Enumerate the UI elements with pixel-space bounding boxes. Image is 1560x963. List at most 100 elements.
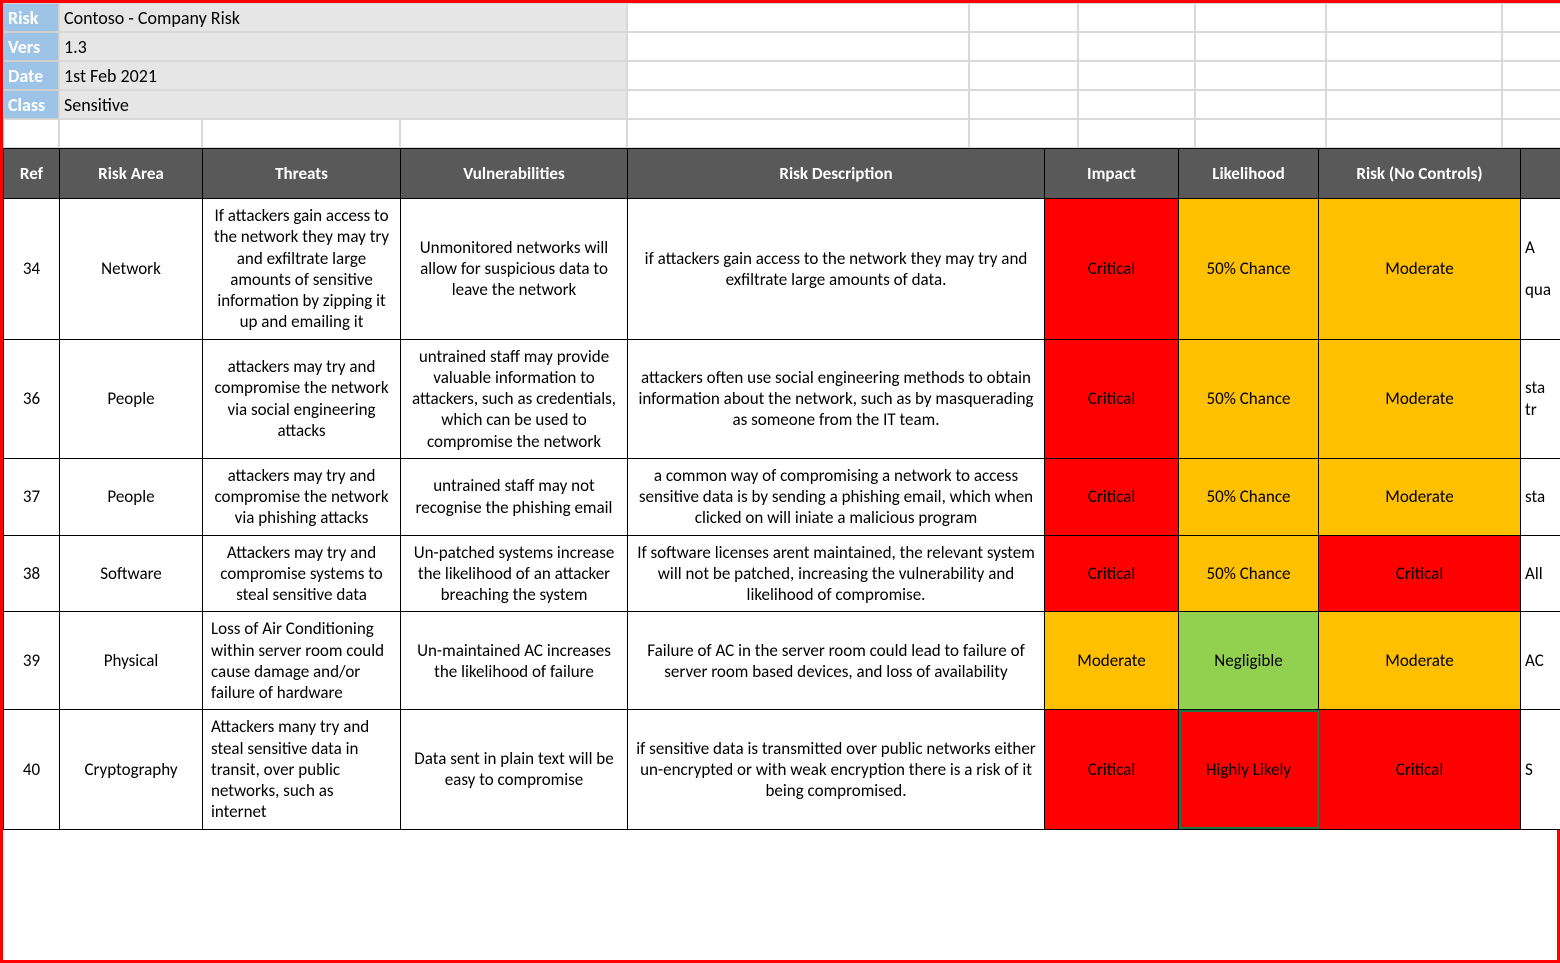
cell-risk-area[interactable]: Network bbox=[60, 199, 203, 340]
cell-tail[interactable]: AC bbox=[1521, 612, 1560, 710]
col-header-likelihood[interactable]: Likelihood bbox=[1179, 149, 1319, 199]
blank-cell[interactable] bbox=[1326, 61, 1502, 90]
meta-value-date[interactable]: 1st Feb 2021 bbox=[59, 61, 627, 90]
cell-impact[interactable]: Moderate bbox=[1045, 612, 1179, 710]
cell-risk-description[interactable]: if sensitive data is transmitted over pu… bbox=[628, 710, 1045, 829]
blank-cell[interactable] bbox=[59, 119, 202, 148]
col-header-risk-description[interactable]: Risk Description bbox=[628, 149, 1045, 199]
cell-vulnerabilities[interactable]: Unmonitored networks will allow for susp… bbox=[401, 199, 628, 340]
blank-cell[interactable] bbox=[1195, 119, 1326, 148]
cell-risk-no-controls[interactable]: Moderate bbox=[1319, 199, 1521, 340]
blank-cell[interactable] bbox=[1502, 3, 1560, 32]
col-header-impact[interactable]: Impact bbox=[1045, 149, 1179, 199]
cell-risk-description[interactable]: Failure of AC in the server room could l… bbox=[628, 612, 1045, 710]
cell-likelihood[interactable]: 50% Chance bbox=[1179, 199, 1319, 340]
cell-risk-description[interactable]: if attackers gain access to the network … bbox=[628, 199, 1045, 340]
cell-likelihood[interactable]: Highly Likely bbox=[1179, 710, 1319, 829]
blank-cell[interactable] bbox=[969, 32, 1078, 61]
blank-cell[interactable] bbox=[1502, 32, 1560, 61]
blank-cell[interactable] bbox=[1326, 3, 1502, 32]
cell-risk-area[interactable]: Software bbox=[60, 535, 203, 612]
blank-cell[interactable] bbox=[1195, 3, 1326, 32]
blank-cell[interactable] bbox=[627, 32, 969, 61]
blank-cell[interactable] bbox=[1502, 90, 1560, 119]
cell-impact[interactable]: Critical bbox=[1045, 458, 1179, 535]
col-header-risk-area[interactable]: Risk Area bbox=[60, 149, 203, 199]
col-header-tail[interactable] bbox=[1521, 149, 1560, 199]
cell-likelihood[interactable]: 50% Chance bbox=[1179, 339, 1319, 458]
cell-risk-area[interactable]: Physical bbox=[60, 612, 203, 710]
cell-risk-area[interactable]: People bbox=[60, 458, 203, 535]
cell-threats[interactable]: If attackers gain access to the network … bbox=[203, 199, 401, 340]
cell-risk-description[interactable]: attackers often use social engineering m… bbox=[628, 339, 1045, 458]
blank-cell[interactable] bbox=[1078, 90, 1195, 119]
cell-vulnerabilities[interactable]: untrained staff may not recognise the ph… bbox=[401, 458, 628, 535]
cell-vulnerabilities[interactable]: Un-patched systems increase the likeliho… bbox=[401, 535, 628, 612]
meta-value-classification[interactable]: Sensitive bbox=[59, 90, 627, 119]
blank-cell[interactable] bbox=[1502, 119, 1560, 148]
col-header-threats[interactable]: Threats bbox=[203, 149, 401, 199]
cell-likelihood[interactable]: 50% Chance bbox=[1179, 535, 1319, 612]
cell-risk-description[interactable]: a common way of compromising a network t… bbox=[628, 458, 1045, 535]
blank-cell[interactable] bbox=[1078, 61, 1195, 90]
blank-cell[interactable] bbox=[400, 119, 627, 148]
blank-cell[interactable] bbox=[969, 90, 1078, 119]
cell-risk-area[interactable]: Cryptography bbox=[60, 710, 203, 829]
blank-cell[interactable] bbox=[627, 90, 969, 119]
blank-cell[interactable] bbox=[1195, 32, 1326, 61]
blank-cell[interactable] bbox=[1502, 61, 1560, 90]
blank-cell[interactable] bbox=[1326, 119, 1502, 148]
cell-ref[interactable]: 34 bbox=[4, 199, 60, 340]
cell-ref[interactable]: 38 bbox=[4, 535, 60, 612]
blank-cell[interactable] bbox=[3, 119, 59, 148]
blank-cell[interactable] bbox=[969, 3, 1078, 32]
col-header-ref[interactable]: Ref bbox=[4, 149, 60, 199]
cell-risk-no-controls[interactable]: Critical bbox=[1319, 710, 1521, 829]
blank-cell[interactable] bbox=[1326, 90, 1502, 119]
blank-cell[interactable] bbox=[969, 119, 1078, 148]
blank-cell[interactable] bbox=[1326, 32, 1502, 61]
blank-cell[interactable] bbox=[969, 61, 1078, 90]
cell-vulnerabilities[interactable]: Un-maintained AC increases the likelihoo… bbox=[401, 612, 628, 710]
cell-threats[interactable]: attackers may try and compromise the net… bbox=[203, 458, 401, 535]
cell-tail[interactable]: sta bbox=[1521, 458, 1560, 535]
cell-likelihood[interactable]: Negligible bbox=[1179, 612, 1319, 710]
cell-ref[interactable]: 36 bbox=[4, 339, 60, 458]
cell-threats[interactable]: attackers may try and compromise the net… bbox=[203, 339, 401, 458]
cell-risk-area[interactable]: People bbox=[60, 339, 203, 458]
cell-risk-no-controls[interactable]: Critical bbox=[1319, 535, 1521, 612]
cell-threats[interactable]: Attackers may try and compromise systems… bbox=[203, 535, 401, 612]
cell-impact[interactable]: Critical bbox=[1045, 339, 1179, 458]
blank-cell[interactable] bbox=[627, 61, 969, 90]
col-header-risk-no-controls[interactable]: Risk (No Controls) bbox=[1319, 149, 1521, 199]
blank-cell[interactable] bbox=[1195, 90, 1326, 119]
cell-vulnerabilities[interactable]: Data sent in plain text will be easy to … bbox=[401, 710, 628, 829]
cell-tail[interactable]: All bbox=[1521, 535, 1560, 612]
cell-risk-no-controls[interactable]: Moderate bbox=[1319, 612, 1521, 710]
blank-cell[interactable] bbox=[1078, 3, 1195, 32]
cell-threats[interactable]: Loss of Air Conditioning within server r… bbox=[203, 612, 401, 710]
col-header-vulnerabilities[interactable]: Vulnerabilities bbox=[401, 149, 628, 199]
cell-tail[interactable]: S bbox=[1521, 710, 1560, 829]
cell-tail[interactable]: A qua bbox=[1521, 199, 1560, 340]
meta-value-version[interactable]: 1.3 bbox=[59, 32, 627, 61]
blank-cell[interactable] bbox=[1195, 61, 1326, 90]
cell-tail[interactable]: sta tr bbox=[1521, 339, 1560, 458]
blank-cell[interactable] bbox=[1078, 119, 1195, 148]
cell-impact[interactable]: Critical bbox=[1045, 199, 1179, 340]
cell-ref[interactable]: 37 bbox=[4, 458, 60, 535]
cell-ref[interactable]: 40 bbox=[4, 710, 60, 829]
cell-impact[interactable]: Critical bbox=[1045, 535, 1179, 612]
blank-cell[interactable] bbox=[1078, 32, 1195, 61]
blank-cell[interactable] bbox=[202, 119, 400, 148]
blank-cell[interactable] bbox=[627, 3, 969, 32]
cell-likelihood[interactable]: 50% Chance bbox=[1179, 458, 1319, 535]
cell-ref[interactable]: 39 bbox=[4, 612, 60, 710]
cell-vulnerabilities[interactable]: untrained staff may provide valuable inf… bbox=[401, 339, 628, 458]
blank-cell[interactable] bbox=[627, 119, 969, 148]
meta-value-risk[interactable]: Contoso - Company Risk bbox=[59, 3, 627, 32]
cell-risk-no-controls[interactable]: Moderate bbox=[1319, 458, 1521, 535]
cell-risk-description[interactable]: If software licenses arent maintained, t… bbox=[628, 535, 1045, 612]
cell-risk-no-controls[interactable]: Moderate bbox=[1319, 339, 1521, 458]
cell-threats[interactable]: Attackers many try and steal sensitive d… bbox=[203, 710, 401, 829]
